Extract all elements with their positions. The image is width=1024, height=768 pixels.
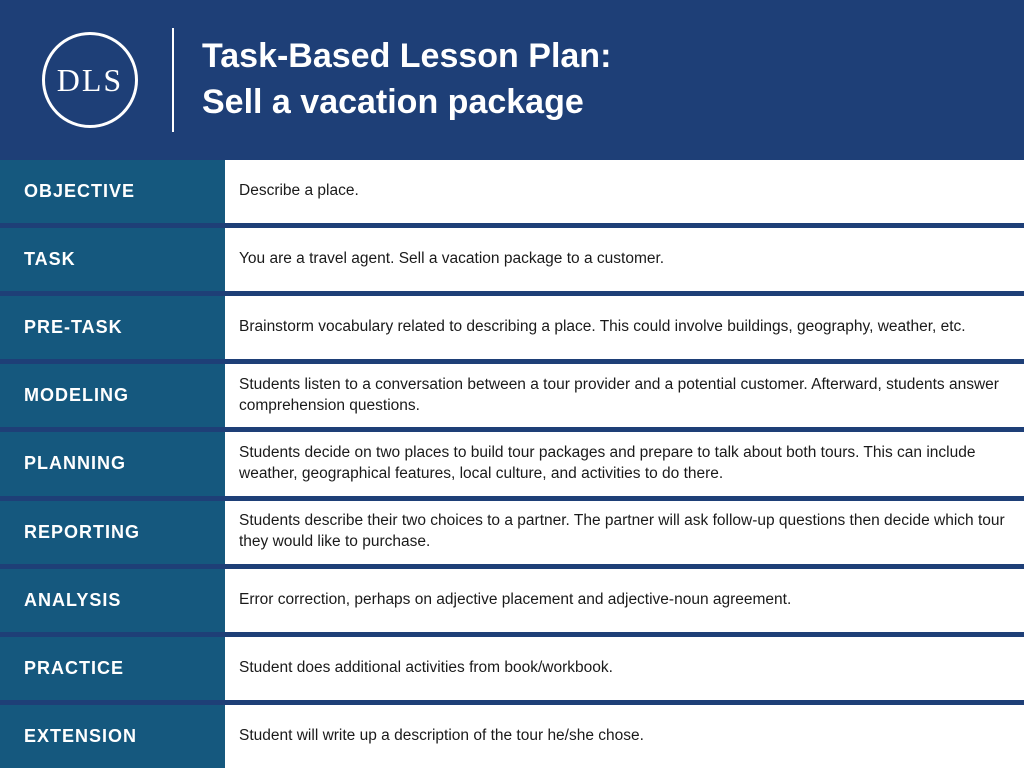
row-analysis: ANALYSIS Error correction, perhaps on ad… (0, 569, 1024, 637)
row-label: TASK (0, 228, 225, 291)
page: DLS Task-Based Lesson Plan: Sell a vacat… (0, 0, 1024, 768)
row-modeling: MODELING Students listen to a conversati… (0, 364, 1024, 432)
page-title: Task-Based Lesson Plan: Sell a vacation … (202, 34, 611, 126)
title-line-1: Task-Based Lesson Plan: (202, 34, 611, 80)
row-content: Student will write up a description of t… (225, 705, 1024, 768)
title-line-2: Sell a vacation package (202, 80, 611, 126)
row-pre-task: PRE-TASK Brainstorm vocabulary related t… (0, 296, 1024, 364)
row-content: Student does additional activities from … (225, 637, 1024, 700)
row-content: You are a travel agent. Sell a vacation … (225, 228, 1024, 291)
row-objective: OBJECTIVE Describe a place. (0, 160, 1024, 228)
row-label: PRACTICE (0, 637, 225, 700)
logo-text: DLS (57, 62, 123, 99)
logo-circle-icon: DLS (42, 32, 138, 128)
row-content: Describe a place. (225, 160, 1024, 223)
divider-vertical (172, 28, 174, 132)
lesson-rows: OBJECTIVE Describe a place. TASK You are… (0, 160, 1024, 768)
row-content: Students decide on two places to build t… (225, 432, 1024, 495)
row-label: REPORTING (0, 501, 225, 564)
row-planning: PLANNING Students decide on two places t… (0, 432, 1024, 500)
logo: DLS (40, 30, 140, 130)
row-label: EXTENSION (0, 705, 225, 768)
row-label: PLANNING (0, 432, 225, 495)
row-content: Students listen to a conversation betwee… (225, 364, 1024, 427)
row-content: Error correction, perhaps on adjective p… (225, 569, 1024, 632)
row-task: TASK You are a travel agent. Sell a vaca… (0, 228, 1024, 296)
row-extension: EXTENSION Student will write up a descri… (0, 705, 1024, 768)
header: DLS Task-Based Lesson Plan: Sell a vacat… (0, 0, 1024, 160)
row-reporting: REPORTING Students describe their two ch… (0, 501, 1024, 569)
row-content: Brainstorm vocabulary related to describ… (225, 296, 1024, 359)
row-label: PRE-TASK (0, 296, 225, 359)
row-label: OBJECTIVE (0, 160, 225, 223)
row-content: Students describe their two choices to a… (225, 501, 1024, 564)
row-label: MODELING (0, 364, 225, 427)
row-practice: PRACTICE Student does additional activit… (0, 637, 1024, 705)
row-label: ANALYSIS (0, 569, 225, 632)
